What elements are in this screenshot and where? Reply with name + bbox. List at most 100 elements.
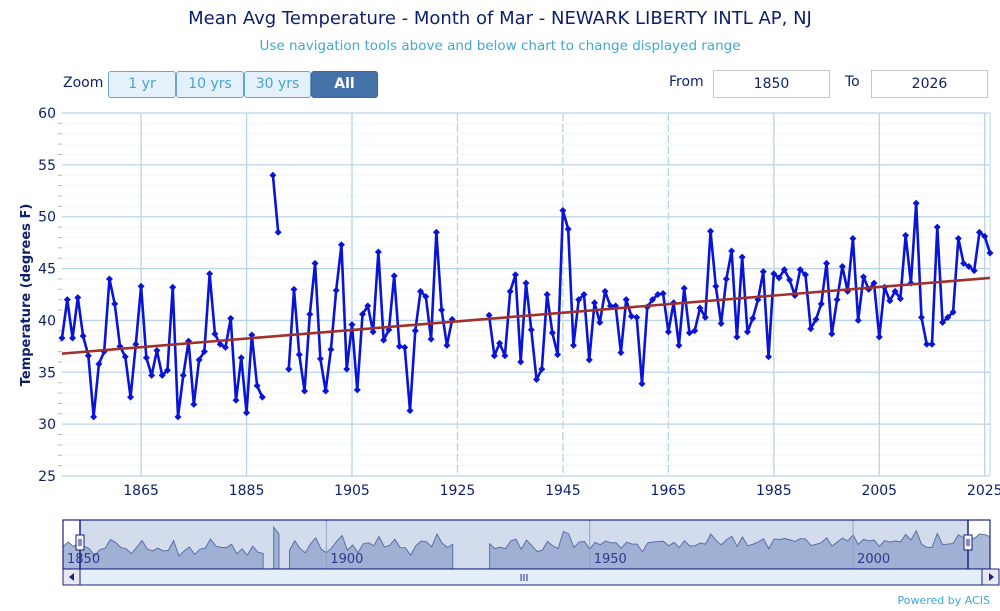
data-point xyxy=(211,330,219,338)
data-point xyxy=(374,248,382,256)
data-point xyxy=(132,340,140,348)
x-tick-label: 1985 xyxy=(756,483,792,499)
data-point xyxy=(174,413,182,421)
zoom-all-button[interactable]: All xyxy=(311,71,378,98)
data-point xyxy=(511,271,519,279)
series-temperature xyxy=(58,171,994,421)
y-tick-label: 50 xyxy=(38,210,56,226)
data-point xyxy=(227,314,235,322)
data-point xyxy=(923,340,931,348)
chart-title: Mean Avg Temperature - Month of Mar - NE… xyxy=(188,8,812,29)
data-point xyxy=(79,332,87,340)
data-point xyxy=(84,352,92,360)
series-line xyxy=(271,175,280,233)
data-point xyxy=(232,396,240,404)
data-point xyxy=(786,276,794,284)
powered-by-link[interactable]: Powered by ACIS xyxy=(897,594,991,607)
data-point xyxy=(649,296,657,304)
navigator-tick-label: 1900 xyxy=(330,552,363,567)
navigator-tick-label: 1850 xyxy=(67,552,100,567)
data-point xyxy=(796,266,804,274)
data-point xyxy=(337,241,345,249)
data-point xyxy=(591,299,599,307)
data-point xyxy=(332,286,340,294)
x-tick-label: 1865 xyxy=(123,483,159,499)
data-point xyxy=(506,287,514,295)
data-point xyxy=(295,351,303,359)
from-date-input[interactable] xyxy=(713,70,830,98)
data-point xyxy=(443,341,451,349)
data-point xyxy=(158,371,166,379)
data-point xyxy=(111,300,119,308)
data-point xyxy=(944,313,952,321)
navigator-tick-label: 1950 xyxy=(594,552,627,567)
to-date-input[interactable] xyxy=(871,70,988,98)
data-point xyxy=(743,328,751,336)
data-point xyxy=(638,380,646,388)
data-point xyxy=(501,352,509,360)
data-point xyxy=(886,297,894,305)
data-point xyxy=(517,358,525,366)
data-point xyxy=(195,356,203,364)
data-point xyxy=(359,310,367,318)
data-point xyxy=(190,400,198,408)
navigator[interactable]: 1850 1900 1950 2000 III xyxy=(62,519,1000,586)
navigator-area xyxy=(489,529,991,570)
data-point xyxy=(306,310,314,318)
data-point xyxy=(274,228,282,236)
handle-grip xyxy=(963,534,973,551)
data-point xyxy=(200,348,208,356)
grid xyxy=(58,112,991,477)
y-tick-label: 60 xyxy=(38,106,56,122)
data-point xyxy=(395,342,403,350)
data-point xyxy=(807,325,815,333)
data-point xyxy=(833,296,841,304)
data-point xyxy=(722,275,730,283)
data-point xyxy=(105,275,113,283)
data-point xyxy=(522,279,530,287)
data-point xyxy=(759,268,767,276)
navigator-scrollbar[interactable]: III xyxy=(62,568,1000,586)
x-tick-label: 1885 xyxy=(229,483,265,499)
data-point xyxy=(854,316,862,324)
data-point xyxy=(237,354,245,362)
data-point xyxy=(896,295,904,303)
data-point xyxy=(533,376,541,384)
x-tick-label: 1925 xyxy=(440,483,476,499)
data-point xyxy=(939,319,947,327)
data-point xyxy=(902,231,910,239)
data-point xyxy=(369,328,377,336)
data-point xyxy=(137,282,145,290)
data-point xyxy=(538,365,546,373)
y-tick-label: 45 xyxy=(38,262,56,278)
data-point xyxy=(696,304,704,312)
data-point xyxy=(269,171,277,179)
data-point xyxy=(738,253,746,261)
data-point xyxy=(680,284,688,292)
data-point xyxy=(406,407,414,415)
data-point xyxy=(749,314,757,322)
data-point xyxy=(311,259,319,267)
data-point xyxy=(701,313,709,321)
data-point xyxy=(728,247,736,255)
data-point xyxy=(928,340,936,348)
data-point xyxy=(527,326,535,334)
zoom-30yrs-button[interactable]: 30 yrs xyxy=(244,71,311,98)
zoom-1yr-button[interactable]: 1 yr xyxy=(108,71,176,98)
data-point xyxy=(543,291,551,298)
zoom-10yrs-button[interactable]: 10 yrs xyxy=(176,71,244,98)
data-point xyxy=(564,225,572,233)
data-point xyxy=(849,234,857,242)
data-point xyxy=(69,334,77,342)
data-point xyxy=(301,387,309,395)
navigator-left-handle[interactable] xyxy=(75,520,85,569)
data-point xyxy=(823,259,831,267)
data-point xyxy=(685,329,693,337)
data-point xyxy=(675,341,683,349)
data-point xyxy=(601,287,609,295)
data-point xyxy=(775,274,783,282)
data-point xyxy=(74,294,82,302)
data-point xyxy=(575,296,583,304)
y-axis-label: Temperature (degrees F) xyxy=(19,204,34,387)
navigator-right-handle[interactable] xyxy=(963,520,973,569)
